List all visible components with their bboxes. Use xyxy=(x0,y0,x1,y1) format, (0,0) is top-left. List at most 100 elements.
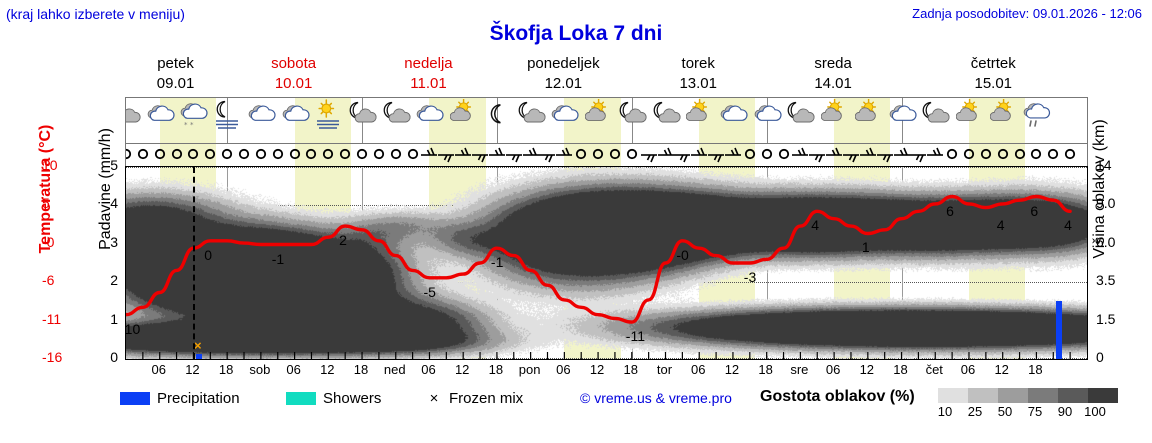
wind-calm-icon xyxy=(169,145,185,164)
x-tick-label: 06 xyxy=(286,362,301,377)
wind-calm-icon xyxy=(742,145,758,164)
temperature-value-label: 4 xyxy=(996,217,1005,234)
temperature-tick-2: -0 xyxy=(42,233,55,250)
temperature-tick-1: 5 xyxy=(42,195,50,212)
wind-barb-icon xyxy=(691,145,708,164)
x-tick-label: 12 xyxy=(994,362,1009,377)
frozen-mix-marker-icon: × xyxy=(429,390,439,407)
cloudheight-axis-title: Višina oblakov (km) xyxy=(1091,119,1108,259)
frozen-mix-bar xyxy=(196,354,203,359)
day-header-sobota: sobota 10.01 xyxy=(226,54,361,94)
sun-cloud-icon xyxy=(449,98,478,131)
precipitation-swatch xyxy=(120,392,150,405)
wind-barb-icon xyxy=(927,145,944,164)
temperature-axis-title: Temperatura (°C) xyxy=(37,124,54,254)
density-tick-label: 50 xyxy=(997,404,1013,419)
sun-cloud-icon xyxy=(685,98,714,131)
clouds-icon xyxy=(551,99,579,131)
day-header-sreda: sreda 14.01 xyxy=(766,54,901,94)
clouds-icon xyxy=(147,99,175,131)
wind-calm-icon xyxy=(607,145,623,164)
meteogram-plot: × -10 0 2 -1 -5 -1 -11 -0 -3 4 1 6 4 6 4 xyxy=(125,166,1088,360)
clouds-icon xyxy=(754,99,782,131)
day-header-row: petek 09.01 sobota 10.01 nedelja 11.01 ponedel… xyxy=(125,54,1088,96)
copyright-link[interactable]: © vreme.us & vreme.pro xyxy=(580,390,732,406)
weather-icon-strip: * * xyxy=(125,97,1088,144)
x-tick-label: 12 xyxy=(589,362,605,377)
precipitation-tick-5: 0 xyxy=(110,349,118,365)
wind-barb-icon xyxy=(472,145,489,164)
x-tick-label: 18 xyxy=(488,362,504,377)
day-name: ponedeljek xyxy=(527,55,600,72)
x-tick-label: 06 xyxy=(825,362,841,377)
temperature-tick-4: -11 xyxy=(42,310,62,327)
wind-barb-icon xyxy=(809,145,826,164)
cloudheight-tick-5: 0 xyxy=(1096,349,1104,365)
wind-barb-icon xyxy=(708,145,725,164)
sun-cloud-icon xyxy=(820,98,849,131)
legend-showers: Showers xyxy=(286,390,381,407)
wind-barb-icon xyxy=(842,145,859,164)
moon-cloud-icon xyxy=(922,99,950,131)
x-tick-label: pon xyxy=(518,362,541,377)
temperature-value-label: -0 xyxy=(676,246,689,263)
day-header-torek: torek 13.01 xyxy=(631,54,766,94)
x-tick-label: 12 xyxy=(454,362,470,377)
cloud-snow-icon: * * xyxy=(180,99,209,131)
wind-calm-icon xyxy=(202,145,218,164)
wind-calm-icon xyxy=(126,145,134,164)
moon-cloud-icon xyxy=(619,99,647,131)
density-tick-label: 100 xyxy=(1084,404,1106,419)
wind-calm-icon xyxy=(303,145,319,164)
clouds-icon xyxy=(248,99,276,131)
x-tick-label: 18 xyxy=(218,362,234,377)
x-axis-tick-labels: 06 12 18 sob 06 12 18 ned 06 12 18 pon 06 12 18 tor 06 12… xyxy=(125,362,1088,380)
day-header-petek: petek 09.01 xyxy=(125,54,226,94)
wind-barb-icon xyxy=(893,145,910,164)
day-name: sobota xyxy=(271,55,317,72)
precipitation-tick-0: 5 xyxy=(110,157,118,173)
wind-calm-icon xyxy=(1062,145,1078,164)
cloudheight-tick-1: 9.0 xyxy=(1096,195,1116,212)
precipitation-bar xyxy=(1055,301,1062,359)
density-swatch-10 xyxy=(938,388,968,403)
showers-swatch xyxy=(286,392,316,405)
temperature-value-label: -11 xyxy=(625,328,645,345)
clouds-icon xyxy=(282,99,310,131)
cloud-density-tick-labels: 10 25 50 75 90 100 xyxy=(930,404,1110,419)
legend-precipitation-label: Precipitation xyxy=(157,390,240,407)
wind-calm-icon xyxy=(236,145,252,164)
temperature-value-label: 6 xyxy=(946,202,954,219)
wind-barb-strip xyxy=(125,144,1088,166)
page-title: Škofja Loka 7 dni xyxy=(489,22,663,45)
wind-calm-icon xyxy=(776,145,792,164)
wind-barb-icon xyxy=(674,145,691,164)
cloudheight-tick-2: 6.0 xyxy=(1096,233,1116,250)
legend-showers-label: Showers xyxy=(323,390,382,407)
wind-calm-icon xyxy=(354,145,370,164)
wind-barb-icon xyxy=(640,145,657,164)
density-swatch-50 xyxy=(998,388,1028,403)
day-date: 13.01 xyxy=(679,75,717,92)
x-tick-label: čet xyxy=(925,362,943,377)
density-swatch-90 xyxy=(1058,388,1088,403)
wind-barb-icon xyxy=(724,145,741,164)
temperature-value-label: -1 xyxy=(490,254,504,271)
wind-calm-icon xyxy=(961,145,977,164)
wind-calm-icon xyxy=(405,145,421,164)
temperature-value-label: 1 xyxy=(861,239,870,256)
chart-legend: Precipitation Showers × Frozen mix © vre… xyxy=(120,388,1140,428)
day-name: torek xyxy=(681,55,715,72)
x-tick-label: 12 xyxy=(185,362,200,377)
day-header-četrtek: četrtek 15.01 xyxy=(901,54,1086,94)
density-tick-label: 75 xyxy=(1027,404,1043,419)
sun-cloud-icon xyxy=(955,98,984,131)
temperature-tick-5: -16 xyxy=(42,349,63,365)
sun-cloud-icon xyxy=(854,98,883,131)
cloud-density-field xyxy=(126,167,1087,359)
x-tick-label: sre xyxy=(790,362,809,377)
temperature-value-label: 4 xyxy=(1064,217,1072,234)
day-date: 12.01 xyxy=(544,75,583,92)
legend-frozen-mix: × Frozen mix xyxy=(426,390,524,407)
wind-calm-icon xyxy=(287,145,303,164)
